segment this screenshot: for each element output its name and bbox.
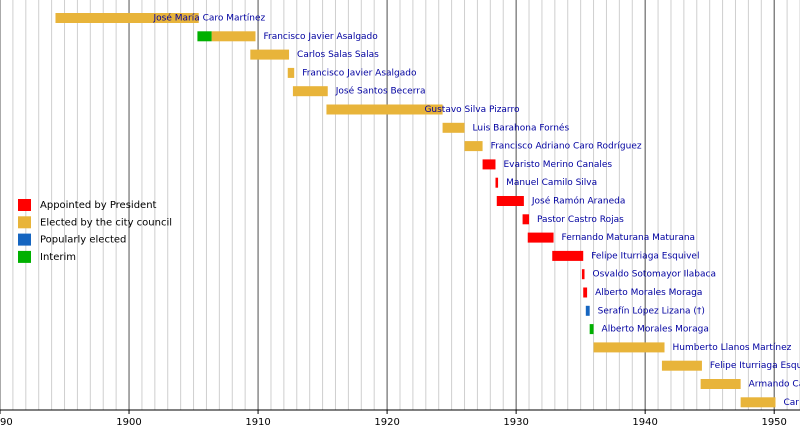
bar	[496, 196, 524, 206]
row-label: José Ramón Araneda	[531, 196, 626, 207]
row-label: José Santos Becerra	[335, 86, 426, 97]
x-tick-label: 1930	[503, 417, 528, 425]
bar	[740, 397, 776, 408]
bar	[527, 232, 554, 243]
bar	[55, 13, 199, 23]
row-label: Carlos Salas Salas	[297, 50, 379, 60]
bar	[326, 104, 443, 115]
bar	[700, 379, 741, 389]
row-label: Serafín López Lizana (†)	[598, 305, 705, 316]
x-tick-label: 1890	[0, 417, 13, 425]
bar	[464, 141, 483, 152]
legend-label: Popularly elected	[40, 235, 126, 246]
row-label: Felipe Iturriaga Esquivel	[591, 251, 699, 261]
bar	[495, 177, 499, 188]
bar	[593, 342, 665, 353]
row-label: Fernando Maturana Maturana	[562, 233, 696, 243]
bar	[442, 122, 465, 133]
row-label: Luis Barahona Fornés	[473, 122, 570, 133]
bar	[552, 250, 584, 261]
bar	[287, 67, 295, 78]
bar	[589, 324, 594, 335]
row-label: Felipe Iturriaga Esqui	[710, 361, 800, 371]
row-label: Manuel Camilo Silva	[506, 178, 597, 188]
legend-label: Appointed by President	[40, 200, 157, 211]
x-tick-label: 1920	[374, 417, 399, 425]
legend-swatch	[18, 233, 31, 246]
bar	[522, 214, 530, 225]
bar	[211, 31, 256, 42]
bar	[197, 31, 212, 42]
bar	[585, 305, 590, 316]
legend-label: Elected by the city council	[40, 217, 172, 228]
row-label: Humberto Llanos Martínez	[673, 343, 792, 353]
row-label: Armando Ca	[749, 380, 800, 390]
x-tick-label: 1910	[245, 417, 270, 425]
bar	[583, 287, 588, 298]
bar	[581, 269, 585, 280]
legend-swatch	[18, 216, 31, 229]
row-label: Alberto Morales Moraga	[602, 325, 709, 335]
bar	[292, 86, 328, 97]
row-label: Francisco Javier Asalgado	[263, 32, 378, 42]
row-label: José María Caro Martínez	[152, 13, 265, 24]
row-label: Alberto Morales Moraga	[595, 288, 702, 298]
row-label: Francisco Javier Asalgado	[302, 68, 417, 78]
row-label: Evaristo Merino Canales	[503, 160, 612, 170]
row-label: Osvaldo Sotomayor Ilabaca	[593, 270, 717, 280]
bar	[661, 360, 702, 371]
row-label: Car	[783, 398, 799, 408]
x-tick-label: 1950	[761, 417, 786, 425]
bar	[250, 49, 290, 60]
row-label: Pastor Castro Rojas	[537, 215, 624, 225]
legend-swatch	[18, 199, 31, 211]
legend-swatch	[18, 250, 31, 263]
legend-label: Interim	[40, 252, 76, 263]
row-label: Francisco Adriano Caro Rodríguez	[491, 142, 642, 152]
x-tick-label: 1900	[116, 417, 141, 425]
x-tick-label: 1940	[632, 417, 657, 425]
bar	[482, 159, 496, 170]
row-label: Gustavo Silva Pizarro	[424, 105, 520, 115]
